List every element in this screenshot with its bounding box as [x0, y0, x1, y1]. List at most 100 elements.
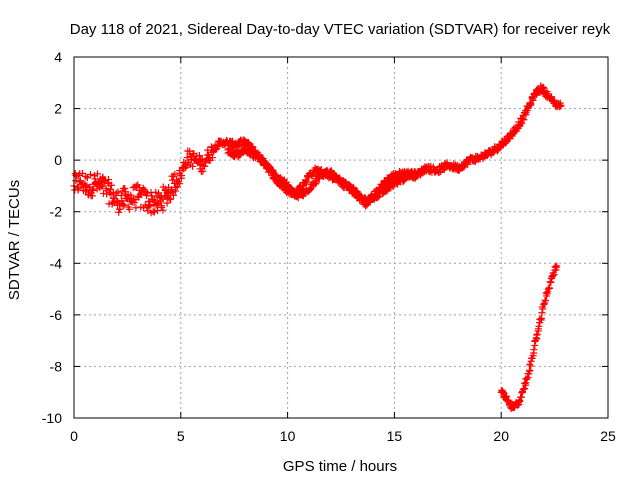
data-point [411, 170, 419, 178]
data-point [195, 152, 203, 160]
data-point [112, 189, 120, 197]
data-point [541, 297, 549, 305]
data-point [86, 170, 94, 178]
x-tick-label: 25 [600, 428, 616, 444]
data-point [199, 167, 207, 175]
data-point [137, 190, 145, 198]
data-point [165, 195, 173, 203]
data-point [159, 206, 167, 214]
data-point [553, 262, 561, 270]
data-point [146, 202, 154, 210]
data-point [526, 360, 534, 368]
data-point [172, 187, 180, 195]
data-point [527, 362, 535, 370]
data-point [556, 103, 564, 111]
data-point [148, 192, 156, 200]
data-point [520, 116, 528, 124]
x-axis-label: GPS time / hours [283, 458, 397, 475]
data-point [306, 186, 314, 194]
data-point [159, 195, 167, 203]
axis-ticks: 0 5 10 15 20 25 -10 -8 -6 -4 -2 0 2 4 [42, 49, 616, 444]
data-point [214, 142, 222, 150]
plot-frame [73, 56, 609, 419]
data-point [171, 170, 179, 178]
data-markers [70, 82, 565, 412]
data-point [523, 375, 531, 383]
data-point [536, 315, 544, 323]
x-tick-label: 10 [280, 428, 296, 444]
data-point [81, 181, 89, 189]
data-point [169, 188, 177, 196]
x-tick-label: 5 [177, 428, 185, 444]
data-point [551, 263, 559, 271]
data-point [540, 84, 548, 92]
data-point [89, 187, 97, 195]
data-point [127, 191, 135, 199]
data-point [535, 322, 543, 330]
data-point [177, 174, 185, 182]
data-point [208, 154, 216, 162]
y-tick-label: -6 [50, 307, 63, 323]
data-point [74, 185, 82, 193]
data-point [189, 162, 197, 170]
y-tick-label: 4 [54, 49, 62, 65]
data-point [90, 172, 98, 180]
data-point [227, 138, 235, 146]
data-point [125, 205, 133, 213]
data-point [180, 165, 188, 173]
y-tick-label: 0 [54, 152, 62, 168]
data-point [167, 195, 175, 203]
x-tick-label: 20 [493, 428, 509, 444]
data-point [183, 154, 191, 162]
data-point [269, 167, 277, 175]
data-point [108, 181, 116, 189]
data-point [374, 193, 382, 201]
data-point [294, 194, 302, 202]
x-tick-label: 15 [387, 428, 403, 444]
data-point [170, 191, 178, 199]
data-point [114, 188, 122, 196]
y-tick-label: 2 [54, 101, 62, 117]
y-tick-label: -8 [50, 358, 63, 374]
data-point [140, 186, 148, 194]
data-point [529, 96, 537, 104]
data-point [111, 194, 119, 202]
data-point [287, 185, 295, 193]
y-tick-label: -4 [50, 255, 63, 271]
data-point [163, 199, 171, 207]
x-tick-label: 0 [70, 428, 78, 444]
data-point [516, 120, 524, 128]
data-point [118, 197, 126, 205]
grid-lines [74, 57, 608, 418]
data-point [93, 170, 101, 178]
data-point [162, 185, 170, 193]
data-point [78, 169, 86, 177]
data-point [82, 172, 90, 180]
data-point [552, 264, 560, 272]
data-point [527, 100, 535, 108]
data-point [302, 176, 310, 184]
data-point [357, 193, 365, 201]
data-point [161, 192, 169, 200]
data-point [176, 180, 184, 188]
y-axis-label: SDTVAR / TECUs [6, 180, 23, 300]
data-point [533, 330, 541, 338]
data-point [526, 366, 534, 374]
data-point [538, 309, 546, 317]
data-point [556, 99, 564, 107]
data-point [119, 200, 127, 208]
data-point [116, 205, 124, 213]
data-point [115, 208, 123, 216]
data-point [537, 314, 545, 322]
data-point [303, 178, 311, 186]
data-point [542, 289, 550, 297]
data-point [400, 177, 408, 185]
data-point [545, 284, 553, 292]
data-point [150, 208, 158, 216]
data-point [518, 389, 526, 397]
chart-title: Day 118 of 2021, Sidereal Day-to-day VTE… [70, 21, 611, 38]
y-tick-label: -10 [42, 410, 62, 426]
data-point [120, 201, 128, 209]
data-point [80, 180, 88, 188]
